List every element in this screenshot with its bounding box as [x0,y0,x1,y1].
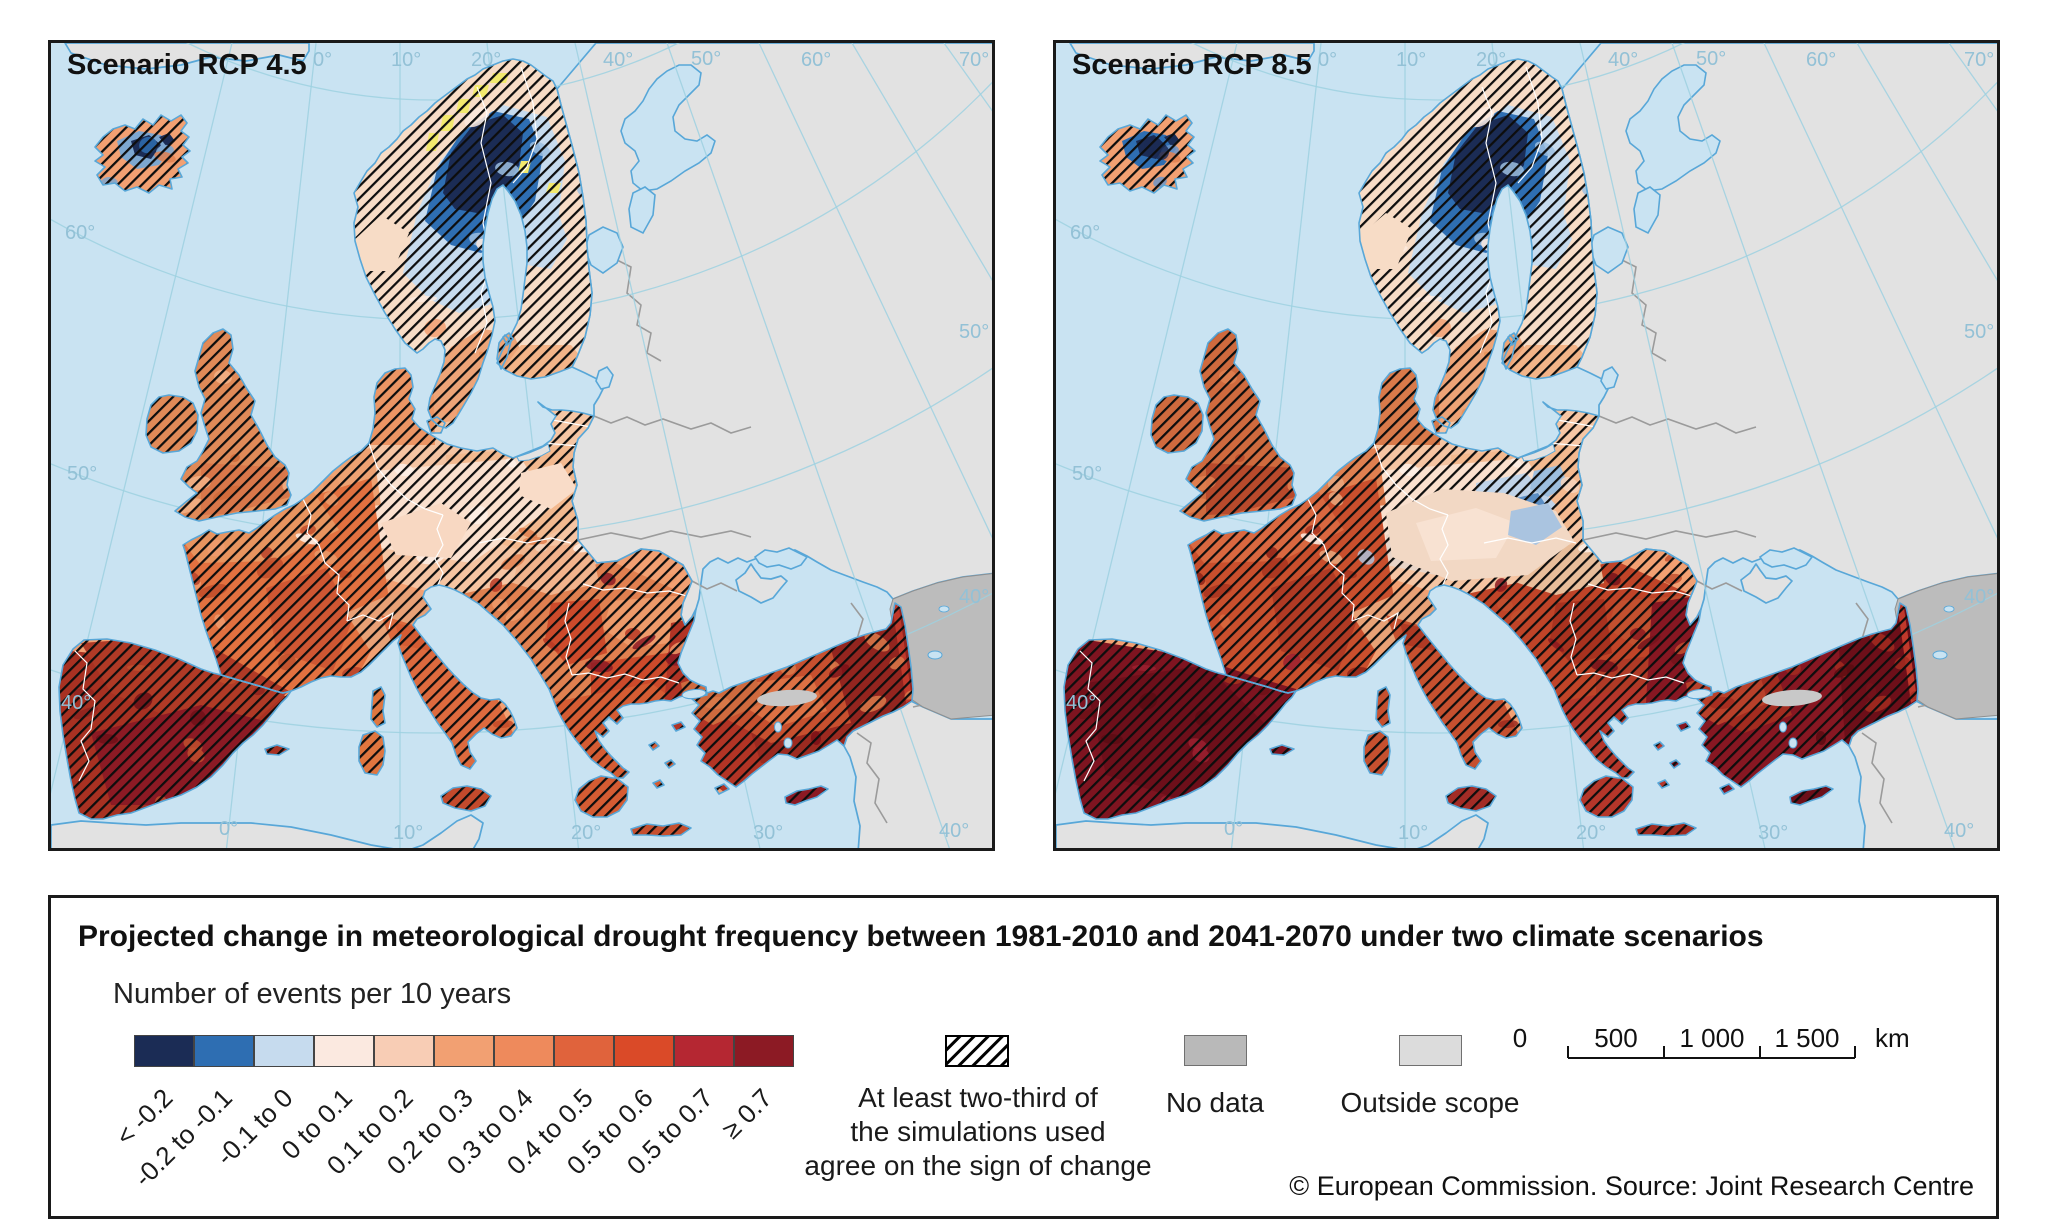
svg-text:40°: 40° [1066,692,1096,714]
svg-text:10°: 10° [391,49,421,71]
svg-text:60°: 60° [1070,222,1100,244]
svg-text:50°: 50° [67,463,97,485]
svg-text:50°: 50° [1964,321,1994,343]
svg-text:20°: 20° [1476,49,1506,71]
svg-text:70°: 70° [959,49,989,71]
svg-text:20°: 20° [1576,822,1606,844]
svg-text:60°: 60° [65,222,95,244]
svg-text:20°: 20° [571,822,601,844]
svg-text:0°: 0° [1318,49,1337,71]
svg-text:0°: 0° [1224,818,1243,840]
svg-text:20°: 20° [471,49,501,71]
svg-text:50°: 50° [1072,463,1102,485]
svg-text:40°: 40° [939,820,969,842]
svg-text:50°: 50° [691,48,721,70]
svg-text:40°: 40° [1964,586,1994,608]
svg-text:40°: 40° [959,586,989,608]
svg-text:60°: 60° [801,49,831,71]
svg-text:10°: 10° [393,822,423,844]
svg-text:60°: 60° [1806,49,1836,71]
svg-text:30°: 30° [1758,822,1788,844]
svg-text:30°: 30° [753,822,783,844]
svg-text:40°: 40° [603,49,633,71]
svg-text:10°: 10° [1398,822,1428,844]
svg-text:50°: 50° [959,321,989,343]
svg-text:70°: 70° [1964,49,1994,71]
svg-text:50°: 50° [1696,48,1726,70]
svg-text:0°: 0° [219,818,238,840]
svg-text:40°: 40° [1608,49,1638,71]
svg-text:40°: 40° [61,692,91,714]
svg-text:10°: 10° [1396,49,1426,71]
svg-text:0°: 0° [313,49,332,71]
svg-text:40°: 40° [1944,820,1974,842]
